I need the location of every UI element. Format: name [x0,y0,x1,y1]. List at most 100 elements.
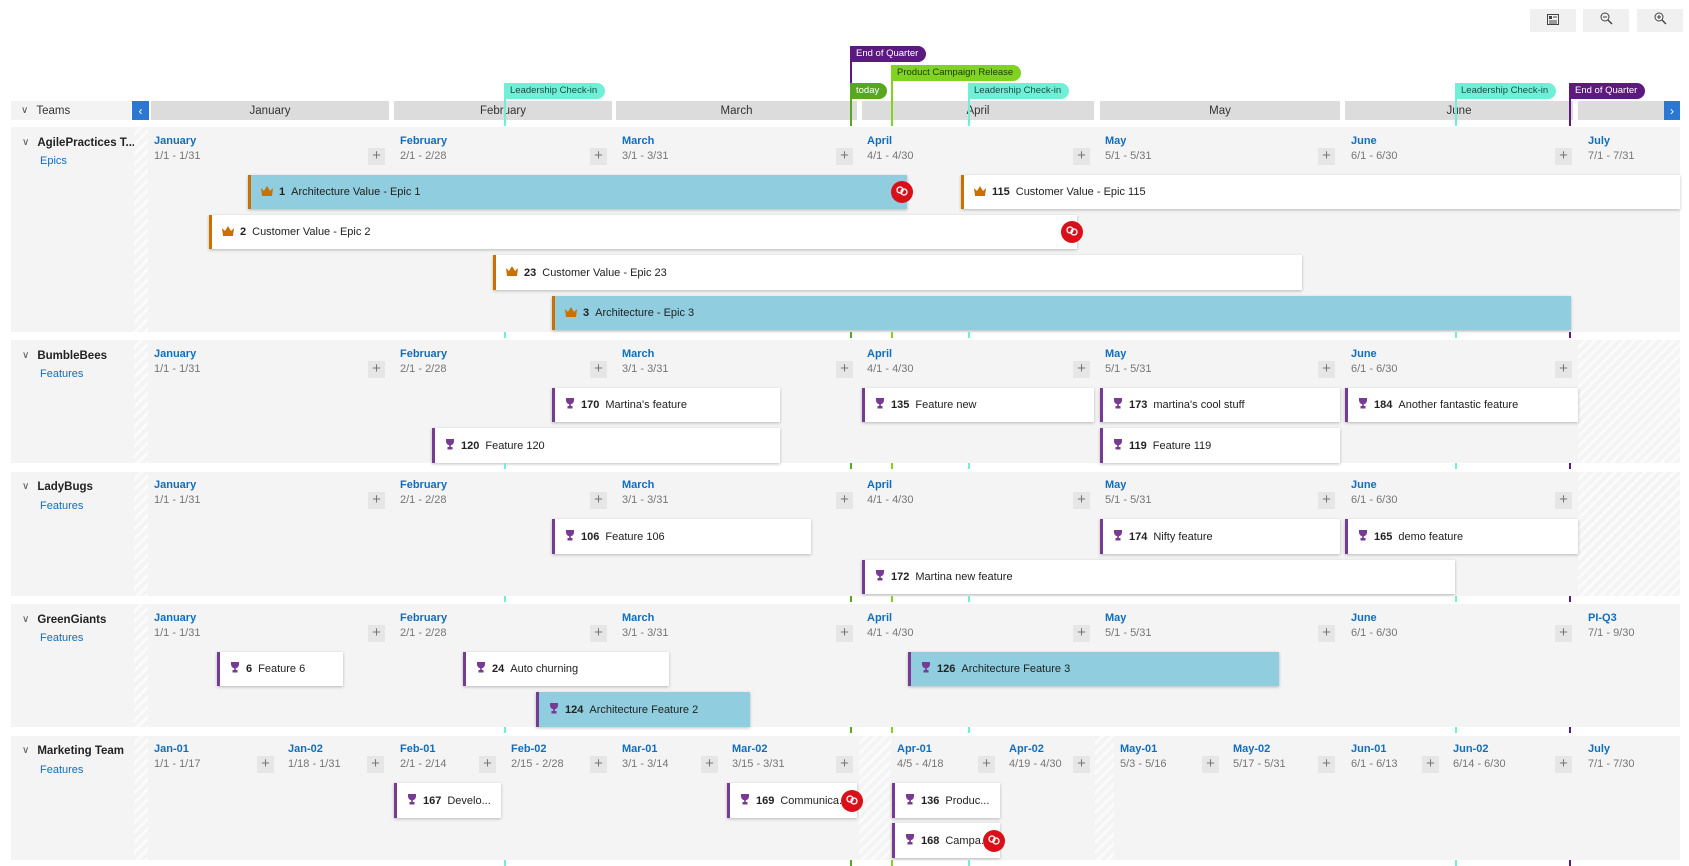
iteration-name[interactable]: March [622,348,655,360]
add-item-button[interactable]: + [836,361,853,378]
backlog-link[interactable]: Epics [40,155,129,170]
iteration-name[interactable]: May-01 [1120,743,1158,755]
add-item-button[interactable]: + [368,492,385,509]
team-toggle[interactable]: ∨ Marketing Team [22,743,131,758]
marker-flag[interactable]: today [850,83,888,99]
add-item-button[interactable]: + [1555,148,1572,165]
add-item-button[interactable]: + [1555,361,1572,378]
iteration-name[interactable]: January [154,135,197,147]
iteration-name[interactable]: May [1105,348,1127,360]
iteration-name[interactable]: February [400,479,448,491]
iteration-name[interactable]: February [400,348,448,360]
iteration-name[interactable]: February [400,612,448,624]
add-item-button[interactable]: + [590,625,607,642]
work-item-card[interactable]: 6 Feature 6 [217,652,343,686]
work-item-card[interactable]: 2 Customer Value - Epic 2 [209,215,1077,249]
iteration-name[interactable]: Mar-02 [732,743,768,755]
marker-flag[interactable]: End of Quarter [850,46,927,62]
add-item-button[interactable]: + [1073,148,1090,165]
work-item-card[interactable]: 168 Campa... [892,823,1000,858]
add-item-button[interactable]: + [701,756,718,773]
iteration-name[interactable]: Feb-02 [511,743,547,755]
iteration-name[interactable]: Jan-01 [154,743,189,755]
add-item-button[interactable]: + [590,148,607,165]
iteration-name[interactable]: May-02 [1233,743,1271,755]
work-item-card[interactable]: 115 Customer Value - Epic 115 [961,175,1680,209]
backlog-link[interactable]: Features [40,500,129,515]
iteration-name[interactable]: Jun-01 [1351,743,1387,755]
add-item-button[interactable]: + [368,148,385,165]
add-item-button[interactable]: + [1073,756,1090,773]
work-item-card[interactable]: 120 Feature 120 [432,428,780,463]
backlog-link[interactable]: Features [40,764,129,779]
backlog-link[interactable]: Features [40,632,129,647]
work-item-card[interactable]: 136 Produc... [892,783,1000,818]
iteration-name[interactable]: PI-Q3 [1588,612,1617,624]
dependency-link-badge[interactable] [1061,221,1083,243]
work-item-card[interactable]: 172 Martina new feature [862,560,1455,594]
add-item-button[interactable]: + [257,756,274,773]
work-item-card[interactable]: 126 Architecture Feature 3 [908,652,1279,686]
iteration-name[interactable]: Apr-01 [897,743,932,755]
add-item-button[interactable]: + [590,756,607,773]
iteration-name[interactable]: Jan-02 [288,743,323,755]
iteration-name[interactable]: Jun-02 [1453,743,1489,755]
view-options-button[interactable] [1530,9,1576,32]
iteration-name[interactable]: May [1105,479,1127,491]
zoom-out-button[interactable] [1583,9,1629,32]
iteration-name[interactable]: June [1351,348,1377,360]
iteration-name[interactable]: Mar-01 [622,743,658,755]
iteration-name[interactable]: April [867,479,893,491]
work-item-card[interactable]: 174 Nifty feature [1100,519,1340,554]
add-item-button[interactable]: + [1073,625,1090,642]
work-item-card[interactable]: 23 Customer Value - Epic 23 [493,255,1302,290]
iteration-name[interactable]: January [154,479,197,491]
add-item-button[interactable]: + [368,625,385,642]
work-item-card[interactable]: 24 Auto churning [463,652,669,686]
marker-flag[interactable]: Leadership Check-in [968,83,1070,99]
backlog-link[interactable]: Features [40,368,129,383]
add-item-button[interactable]: + [367,756,384,773]
add-item-button[interactable]: + [590,492,607,509]
work-item-card[interactable]: 184 Another fantastic feature [1345,388,1578,422]
add-item-button[interactable]: + [836,492,853,509]
iteration-name[interactable]: June [1351,135,1377,147]
zoom-in-button[interactable] [1637,9,1683,32]
iteration-name[interactable]: July [1588,135,1611,147]
teams-header[interactable]: ∨ Teams [11,101,131,120]
add-item-button[interactable]: + [1422,756,1439,773]
scroll-left-button[interactable]: ‹ [132,101,149,120]
add-item-button[interactable]: + [1318,625,1335,642]
marker-flag[interactable]: End of Quarter [1569,83,1646,99]
work-item-card[interactable]: 119 Feature 119 [1100,428,1340,463]
iteration-name[interactable]: March [622,479,655,491]
iteration-name[interactable]: April [867,135,893,147]
add-item-button[interactable]: + [836,756,853,773]
add-item-button[interactable]: + [1318,361,1335,378]
work-item-card[interactable]: 169 Communica... [727,783,857,818]
add-item-button[interactable]: + [368,361,385,378]
add-item-button[interactable]: + [1073,492,1090,509]
dependency-link-badge[interactable] [983,830,1005,852]
add-item-button[interactable]: + [1555,625,1572,642]
iteration-name[interactable]: March [622,135,655,147]
add-item-button[interactable]: + [1318,148,1335,165]
marker-flag[interactable]: Leadership Check-in [504,83,606,99]
add-item-button[interactable]: + [590,361,607,378]
work-item-card[interactable]: 3 Architecture - Epic 3 [552,296,1571,330]
add-item-button[interactable]: + [1202,756,1219,773]
add-item-button[interactable]: + [1073,361,1090,378]
add-item-button[interactable]: + [1555,756,1572,773]
work-item-card[interactable]: 173 martina's cool stuff [1100,388,1340,422]
work-item-card[interactable]: 165 demo feature [1345,519,1578,554]
add-item-button[interactable]: + [1318,492,1335,509]
iteration-name[interactable]: July [1588,743,1611,755]
iteration-name[interactable]: June [1351,479,1377,491]
team-toggle[interactable]: ∨ AgilePractices T... [22,135,135,150]
dependency-link-badge[interactable] [841,790,863,812]
add-item-button[interactable]: + [1555,492,1572,509]
iteration-name[interactable]: May [1105,612,1127,624]
iteration-name[interactable]: February [400,135,448,147]
dependency-link-badge[interactable] [891,181,913,203]
iteration-name[interactable]: Apr-02 [1009,743,1044,755]
